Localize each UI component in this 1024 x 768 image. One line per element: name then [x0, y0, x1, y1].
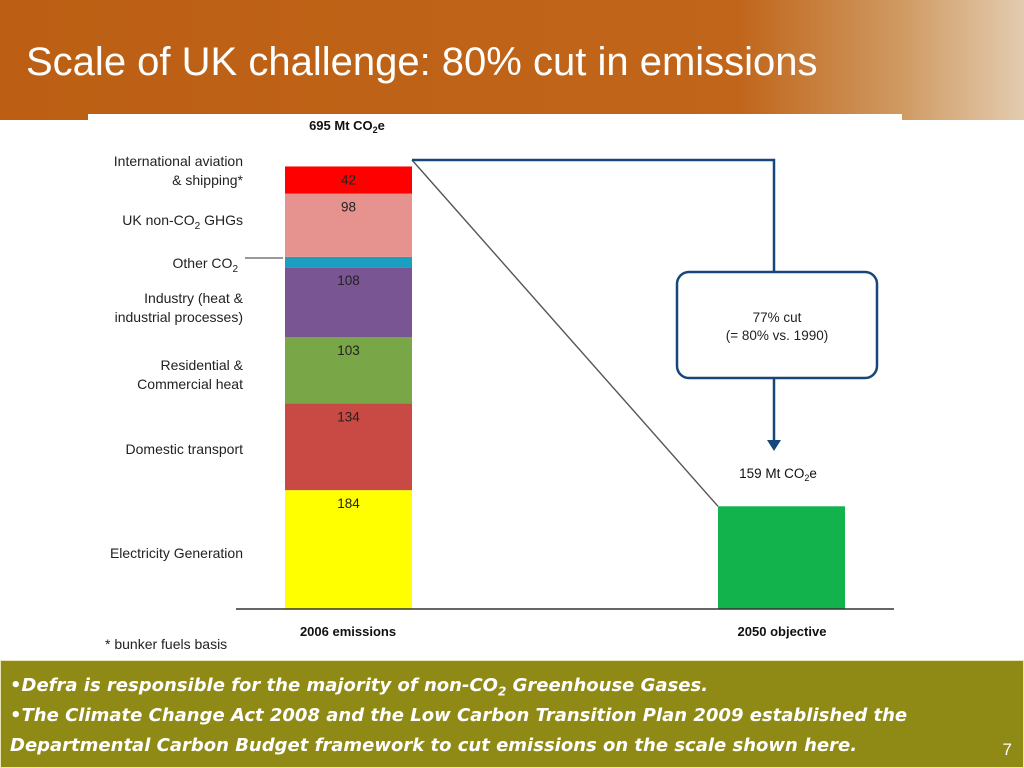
value-residential-commercial-heat: 103: [337, 343, 360, 358]
emissions-chart: 695 Mt CO2e 184 134 103 108 98 42 77% cut (= …: [105, 118, 894, 652]
segment-values: 184 134 103 108 98 42: [337, 172, 360, 511]
value-industry-heat-industrial-processes: 108: [337, 273, 360, 288]
down-arrow-icon: [767, 440, 781, 451]
footnote: * bunker fuels basis: [105, 636, 227, 652]
category-label-2006: 2006 emissions: [300, 624, 396, 639]
note-bullet-2-cont: Departmental Carbon Budget framework to …: [10, 735, 858, 756]
title-bar: Scale of UK challenge: 80% cut in emissi…: [0, 0, 1024, 120]
callout-connector: [412, 158, 776, 272]
value-international-aviation-shipping: 42: [341, 172, 356, 187]
svg-text:& shipping*: & shipping*: [172, 172, 243, 188]
total-label-2050: 159 Mt CO2e: [739, 466, 817, 483]
svg-text:Other CO2: Other CO2: [173, 255, 239, 275]
svg-text:International aviation: International aviation: [114, 153, 243, 169]
svg-text:Residential &: Residential &: [161, 357, 244, 373]
category-label-2050: 2050 objective: [738, 624, 827, 639]
chart-panel: 695 Mt CO2e 184 134 103 108 98 42 77% cut (= …: [88, 114, 902, 660]
legend-label-residential: Residential & Commercial heat: [137, 357, 243, 392]
segment-residential-commercial-heat: [285, 337, 412, 404]
total-label-2006: 695 Mt CO2e: [309, 118, 385, 135]
note-bullet-2: •The Climate Change Act 2008 and the Low…: [10, 705, 908, 726]
value-domestic-transport: 134: [337, 410, 360, 425]
callout-line2: (= 80% vs. 1990): [726, 328, 828, 343]
legend-label-industry: Industry (heat & industrial processes): [115, 290, 244, 325]
legend-label-non-co2: UK non-CO2 GHGs: [122, 212, 243, 232]
legend-label-aviation: International aviation & shipping*: [114, 153, 244, 188]
segment-electricity-generation: [285, 490, 412, 609]
stacked-bar-2006: [285, 166, 412, 609]
segment-uk-non-co2-ghgs: [285, 193, 412, 257]
notes-box: [0, 660, 1024, 768]
callout-line1: 77% cut: [753, 310, 802, 325]
legend-label-domestic-transport: Domestic transport: [126, 441, 244, 457]
segment-industry-heat-industrial-processes: [285, 267, 412, 338]
page-number: 7: [1002, 740, 1012, 759]
value-uk-non-co2-ghgs: 98: [341, 200, 356, 215]
slide-title: Scale of UK challenge: 80% cut in emissi…: [26, 40, 818, 84]
bar-2050-objective: [718, 506, 845, 609]
legend-label-other-co2: Other CO2: [173, 255, 283, 275]
value-electricity-generation: 184: [337, 496, 360, 511]
segment-domestic-transport: [285, 403, 412, 491]
callout-box: [675, 270, 879, 380]
svg-text:industrial processes): industrial processes): [115, 309, 243, 325]
note-bullet-1: •Defra is responsible for the majority o…: [10, 675, 709, 699]
segment-other-co2: [285, 256, 412, 268]
legend-label-electricity: Electricity Generation: [110, 545, 243, 561]
svg-text:Industry (heat &: Industry (heat &: [144, 290, 243, 306]
segment-international-aviation-shipping: [285, 166, 412, 194]
svg-text:Commercial heat: Commercial heat: [137, 376, 243, 392]
reduction-connector: [411, 159, 719, 507]
